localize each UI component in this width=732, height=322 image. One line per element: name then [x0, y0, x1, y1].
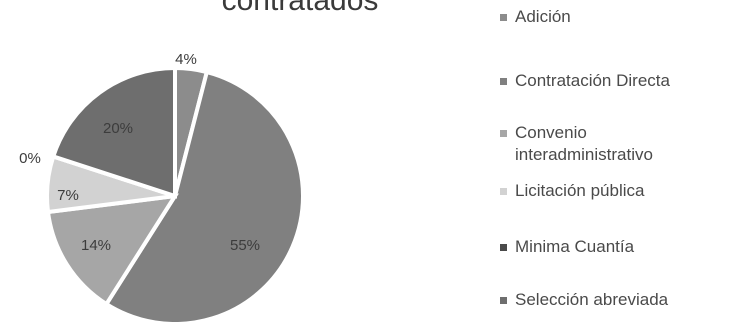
legend-label-licitacion-publica: Licitación pública — [515, 181, 645, 200]
pie-slice-seleccion-abreviada — [50, 65, 177, 199]
legend-swatch-adicion — [500, 14, 507, 21]
legend-swatch-minima-cuantia — [500, 244, 507, 251]
legend-swatch-convenio-interadministrativo — [500, 130, 507, 137]
legend-label-adicion: Adición — [515, 7, 571, 26]
legend-label-convenio-interadministrativo: Convenio interadministrativo — [515, 123, 653, 164]
legend: Adición Contratación Directa Convenio inte… — [500, 0, 732, 322]
data-label-contratacion-directa: 55% — [230, 237, 260, 254]
data-label-adicion: 4% — [175, 51, 197, 68]
pie-slice-convenio-interadministrativo — [45, 193, 179, 307]
legend-label-contratacion-directa: Contratación Directa — [515, 71, 670, 90]
legend-item-seleccion-abreviada: Selección abreviada — [500, 289, 668, 311]
legend-label-minima-cuantia: Minima Cuantía — [515, 237, 635, 256]
legend-item-convenio-interadministrativo: Convenio interadministrativo — [500, 122, 653, 166]
pie-slice-contratacion-directa — [103, 69, 305, 322]
pie-chart-svg: 4% 55% 14% 7% 0% 20% — [19, 51, 305, 322]
legend-item-adicion: Adición — [500, 6, 571, 28]
data-label-seleccion-abreviada: 20% — [103, 120, 133, 137]
data-label-licitacion-publica: 7% — [57, 187, 79, 204]
data-label-convenio-interadministrativo: 14% — [81, 237, 111, 254]
legend-swatch-seleccion-abreviada — [500, 297, 507, 304]
chart-title: contratados — [221, 0, 379, 17]
legend-label-seleccion-abreviada: Selección abreviada — [515, 290, 669, 309]
legend-swatch-contratacion-directa — [500, 78, 507, 85]
legend-item-licitacion-publica: Licitación pública — [500, 180, 644, 202]
legend-item-contratacion-directa: Contratación Directa — [500, 70, 670, 92]
legend-item-minima-cuantia: Minima Cuantía — [500, 236, 634, 258]
data-label-minima-cuantia: 0% — [19, 150, 41, 167]
legend-swatch-licitacion-publica — [500, 188, 507, 195]
